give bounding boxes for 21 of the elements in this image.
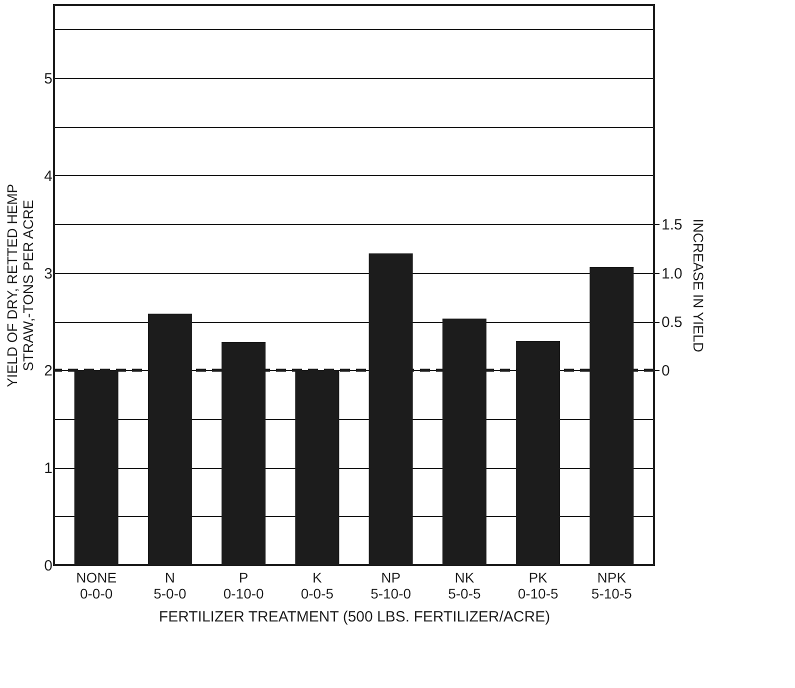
x-tick-label: NK 5-0-5 bbox=[448, 570, 481, 602]
y-tick-label: 4 bbox=[44, 168, 52, 185]
x-tick-label: P 0-10-0 bbox=[223, 570, 264, 602]
y-tick-label: 1 bbox=[44, 460, 52, 478]
y-tick-label: 0 bbox=[44, 558, 52, 574]
y2-tick-label: 1.5 bbox=[662, 216, 682, 234]
y-axis-title: YIELD OF DRY, RETTED HEMP STRAW,-TONS PER ACRE bbox=[4, 184, 36, 388]
y-tick-label: 2 bbox=[44, 362, 52, 380]
y2-axis-title: INCREASE IN YIELD bbox=[690, 218, 706, 352]
x-tick-label: NPK 5-10-5 bbox=[591, 570, 632, 602]
y-tick-label: 5 bbox=[44, 70, 52, 88]
x-axis-title: FERTILIZER TREATMENT (500 LBS. FERTILIZER/ACRE) bbox=[158, 608, 550, 626]
x-tick-label: N 5-0-0 bbox=[154, 570, 187, 602]
y2-tick-label: 1.0 bbox=[662, 265, 682, 282]
x-tick-label: PK 0-10-5 bbox=[518, 570, 558, 602]
x-tick-label: K 0-0-5 bbox=[300, 570, 334, 602]
x-tick-label: NP 5-10-0 bbox=[370, 570, 412, 602]
y-tick-label: 3 bbox=[44, 265, 52, 282]
y2-tick-label: 0.5 bbox=[662, 314, 682, 332]
y2-tick-label: 0 bbox=[662, 362, 670, 380]
x-tick-label: NONE 0-0-0 bbox=[76, 570, 117, 602]
